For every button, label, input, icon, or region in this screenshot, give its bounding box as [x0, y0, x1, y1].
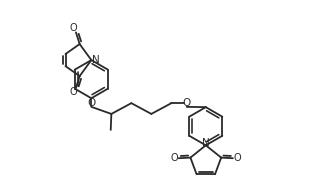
Text: N: N — [202, 137, 210, 147]
Text: O: O — [70, 87, 77, 97]
Text: O: O — [70, 23, 77, 33]
Text: O: O — [233, 153, 241, 163]
Text: N: N — [92, 55, 100, 65]
Text: O: O — [183, 98, 191, 108]
Text: O: O — [171, 153, 178, 163]
Text: O: O — [87, 98, 95, 108]
